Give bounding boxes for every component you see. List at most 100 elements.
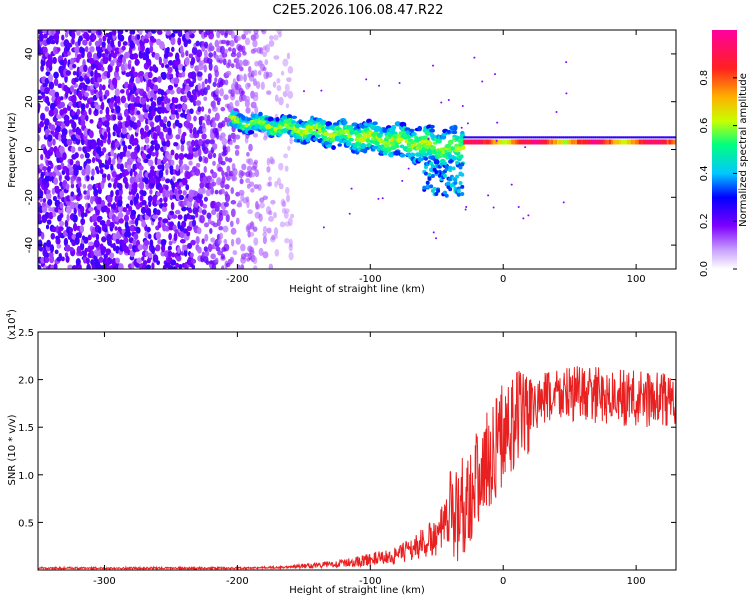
- heatmap-cell: [427, 176, 432, 181]
- heatmap-cell: [553, 136, 557, 139]
- heatmap-cell: [253, 237, 259, 246]
- heatmap-cell: [112, 202, 117, 211]
- snr-x-label: Height of straight line (km): [289, 585, 425, 596]
- heatmap-cell: [132, 239, 138, 246]
- heatmap-cell: [429, 145, 437, 151]
- heatmap-cell: [650, 136, 654, 139]
- heatmap-cell: [65, 175, 70, 182]
- y-tick-label: 40: [24, 48, 35, 61]
- heatmap-cell: [503, 139, 507, 145]
- heatmap-cell: [125, 150, 131, 158]
- heatmap-cell: [203, 222, 210, 228]
- heatmap-cell: [489, 139, 493, 145]
- heatmap-cell: [64, 219, 69, 228]
- heatmap-cell: [257, 60, 264, 68]
- heatmap-cell: [206, 84, 211, 91]
- heatmap-cell: [594, 139, 598, 145]
- heatmap-cell: [660, 139, 664, 145]
- heatmap-cell: [141, 199, 147, 206]
- heatmap-cell: [135, 76, 141, 84]
- heatmap-cell: [56, 114, 62, 120]
- heatmap-cell: [600, 139, 604, 145]
- heatmap-cell: [477, 139, 481, 145]
- heatmap-cell: [208, 30, 214, 34]
- heatmap-cell: [98, 117, 103, 123]
- heatmap-cell: [355, 141, 362, 147]
- heatmap-cell: [541, 136, 545, 139]
- heatmap-cell: [82, 256, 87, 264]
- heatmap-cell: [208, 52, 214, 58]
- heatmap-cell: [656, 139, 660, 145]
- x-tick-label: -200: [226, 274, 249, 285]
- heatmap-cell: [446, 181, 451, 186]
- heatmap-cell: [151, 126, 155, 133]
- heatmap-cell: [642, 139, 646, 145]
- heatmap-cell: [286, 52, 291, 60]
- heatmap-cell: [93, 188, 99, 197]
- heatmap-cell: [98, 159, 103, 165]
- heatmap-cell: [136, 34, 141, 40]
- heatmap-cell: [451, 156, 458, 161]
- heatmap-cell: [179, 164, 184, 174]
- heatmap-cell: [201, 238, 205, 245]
- heatmap-cell: [319, 119, 327, 125]
- heatmap-cell: [197, 82, 202, 91]
- heatmap-cell: [115, 71, 119, 78]
- heatmap-cell: [96, 264, 103, 269]
- heatmap-cell: [491, 139, 495, 145]
- heatmap-cell: [521, 139, 525, 145]
- heatmap-cell: [273, 34, 279, 41]
- heatmap-cell: [188, 145, 195, 154]
- heatmap-cell: [79, 153, 85, 159]
- heatmap-cell: [83, 236, 89, 244]
- heatmap-cell: [176, 86, 182, 95]
- heatmap-cell: [38, 95, 43, 101]
- heatmap-cell: [444, 143, 452, 149]
- heatmap-cell: [66, 213, 70, 222]
- heatmap-cell: [234, 99, 240, 107]
- heatmap-cell: [165, 139, 171, 148]
- heatmap-cell: [268, 39, 275, 47]
- heatmap-cell: [670, 136, 674, 139]
- heatmap-cell: [40, 154, 44, 161]
- heatmap-cell: [489, 136, 493, 139]
- heatmap-cell: [214, 54, 220, 60]
- heatmap-cell: [68, 264, 73, 269]
- heatmap-cell: [276, 77, 281, 84]
- heatmap-cell: [56, 124, 62, 133]
- heatmap-cell: [204, 78, 208, 85]
- heatmap-cell: [97, 30, 102, 36]
- heatmap-cell: [59, 101, 66, 108]
- heatmap-cell: [87, 184, 93, 191]
- heatmap-cell: [565, 136, 569, 139]
- heatmap-cell: [49, 146, 54, 153]
- heatmap-cell: [254, 105, 259, 115]
- heatmap-cell: [636, 136, 640, 139]
- heatmap-cell: [507, 139, 511, 145]
- heatmap-cell: [253, 265, 258, 269]
- heatmap-cell: [636, 139, 640, 145]
- snr-multiplier: (x104): [5, 309, 18, 340]
- heatmap-cell: [268, 181, 273, 187]
- heatmap-cell: [642, 136, 646, 139]
- heatmap-cell: [86, 174, 90, 182]
- heatmap-cell: [495, 136, 499, 139]
- spectrogram-x-ticks: -300 -200 -100 0 100: [93, 30, 646, 285]
- y-tick-label: -40: [24, 237, 35, 253]
- heatmap-cell: [167, 127, 172, 136]
- heatmap-cell: [88, 107, 92, 116]
- heatmap-cell: [198, 207, 203, 214]
- heatmap-cell: [209, 138, 216, 145]
- heatmap-cell: [72, 63, 77, 69]
- heatmap-cell: [48, 81, 55, 90]
- heatmap-cell: [189, 108, 194, 115]
- heatmap-cell: [159, 41, 165, 50]
- heatmap-cell: [184, 89, 188, 95]
- heatmap-cell: [256, 203, 261, 210]
- heatmap-cell: [96, 49, 102, 59]
- heatmap-cell: [517, 136, 521, 139]
- heatmap-cell: [167, 66, 173, 74]
- heatmap-cell: [161, 164, 165, 172]
- heatmap-cell: [179, 238, 186, 244]
- heatmap-cell: [198, 148, 202, 157]
